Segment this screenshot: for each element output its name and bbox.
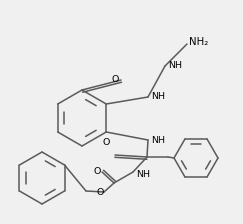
Text: NH: NH xyxy=(136,170,150,179)
Text: NH₂: NH₂ xyxy=(189,37,208,47)
Text: O: O xyxy=(93,166,101,175)
Text: O: O xyxy=(96,187,104,196)
Text: NH: NH xyxy=(168,60,182,69)
Text: O: O xyxy=(102,138,110,146)
Text: O: O xyxy=(111,75,119,84)
Text: NH: NH xyxy=(151,91,165,101)
Text: NH: NH xyxy=(151,136,165,144)
